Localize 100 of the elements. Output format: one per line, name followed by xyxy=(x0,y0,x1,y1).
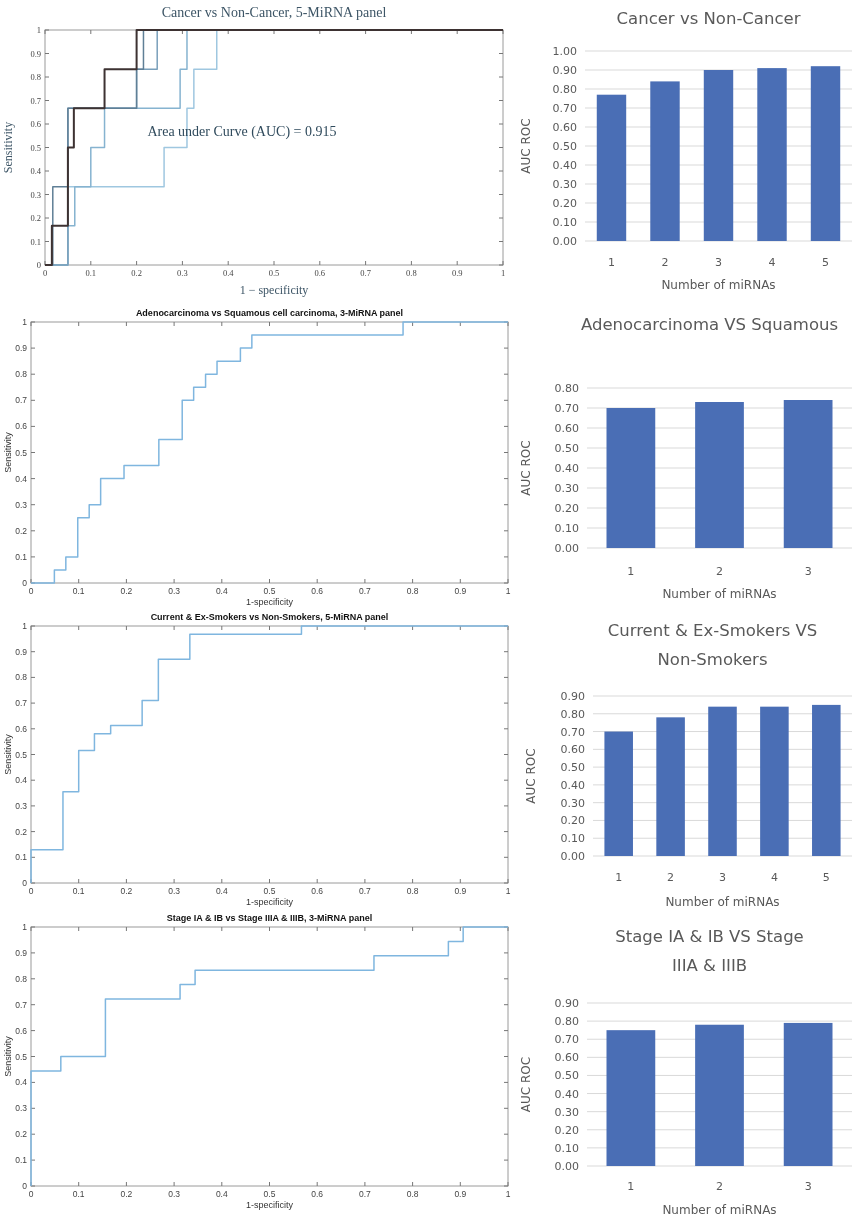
x-tick-label: 0.1 xyxy=(85,268,97,278)
x-tick-label: 0.1 xyxy=(72,1189,85,1199)
y-tick-label: 0.4 xyxy=(15,775,28,786)
chart-title: Adenocarcinoma VS Squamous xyxy=(580,315,839,334)
y-tick-label: 0.60 xyxy=(552,121,577,134)
y-tick-label: 1 xyxy=(22,317,28,327)
y-tick-label: 0.6 xyxy=(15,1025,28,1036)
x-tick-label: 2 xyxy=(661,256,669,269)
x-tick-label: 3 xyxy=(804,1180,812,1193)
y-tick-label: 0.80 xyxy=(554,1015,579,1029)
x-tick-label: 0.3 xyxy=(168,886,181,896)
x-tick-label: 0.1 xyxy=(72,886,85,896)
y-axis-title: Sensitivity xyxy=(3,431,13,473)
y-tick-label: 0.70 xyxy=(554,402,579,415)
x-tick-label: 0.5 xyxy=(263,886,276,896)
x-tick-label: 0.9 xyxy=(454,886,467,896)
y-tick-label: 0.9 xyxy=(15,343,28,354)
y-axis-title: Sensitivity xyxy=(3,733,13,775)
y-tick-label: 0.60 xyxy=(560,743,585,757)
y-tick-label: 0.3 xyxy=(15,800,28,811)
bar xyxy=(606,408,656,548)
x-tick-label: 0.4 xyxy=(222,268,235,278)
y-tick-label: 0.80 xyxy=(560,707,585,721)
y-tick-label: 0.10 xyxy=(554,522,579,535)
x-tick-label: 1 xyxy=(627,1180,635,1193)
x-tick-label: 0.9 xyxy=(451,268,463,278)
x-tick-label: 0.4 xyxy=(215,586,228,596)
x-tick-label: 0.7 xyxy=(358,886,372,896)
y-tick-label: 0.5 xyxy=(15,1051,28,1062)
x-tick-label: 0.4 xyxy=(215,1189,228,1199)
chart-title: Stage IA & IB vs Stage IIIA & IIIB, 3-MiRNA panel xyxy=(166,913,373,923)
bar xyxy=(783,400,833,548)
bar xyxy=(703,70,734,241)
y-tick-label: 1 xyxy=(36,25,41,35)
bar xyxy=(604,731,633,856)
y-tick-label: 0.4 xyxy=(30,166,42,176)
x-tick-label: 0.3 xyxy=(168,1189,181,1199)
x-tick-label: 0.9 xyxy=(454,1189,467,1199)
x-tick-label: 0.8 xyxy=(406,586,419,596)
x-axis-title: 1-specificity xyxy=(245,597,294,607)
y-tick-label: 0.10 xyxy=(560,832,585,846)
y-tick-label: 0.40 xyxy=(560,778,585,792)
x-tick-label: 1 xyxy=(505,886,511,896)
x-tick-label: 0.6 xyxy=(311,586,324,596)
y-tick-label: 0.9 xyxy=(15,947,28,958)
y-tick-label: 1 xyxy=(22,922,28,932)
chart-title: Adenocarcinoma vs Squamous cell carcinoma, 3-MiRNA panel xyxy=(135,308,404,318)
y-tick-label: 0.7 xyxy=(30,95,41,106)
x-tick-label: 3 xyxy=(719,871,726,884)
y-tick-label: 0.30 xyxy=(552,178,577,191)
x-tick-label: 0.3 xyxy=(168,586,181,596)
x-tick-label: 1 xyxy=(607,256,615,269)
x-axis-title: Number of miRNAs xyxy=(665,895,780,909)
x-tick-label: 0.8 xyxy=(406,268,417,278)
x-tick-label: 0.7 xyxy=(360,268,371,278)
y-tick-label: 0.8 xyxy=(15,369,28,380)
y-tick-label: 0.1 xyxy=(30,236,41,247)
x-tick-label: 4 xyxy=(768,256,776,269)
x-tick-label: 1 xyxy=(500,268,506,278)
x-axis-title: 1-specificity xyxy=(245,1200,294,1210)
y-tick-label: 0.6 xyxy=(30,119,41,129)
y-tick-label: 0.7 xyxy=(15,698,28,709)
y-tick-label: 0.5 xyxy=(15,447,28,458)
x-axis-title: Number of miRNAs xyxy=(661,278,776,292)
y-axis-title: Sensitivity xyxy=(3,1035,13,1077)
y-tick-label: 0.70 xyxy=(560,725,585,739)
y-tick-label: 0.40 xyxy=(554,462,579,475)
x-tick-label: 4 xyxy=(770,871,778,884)
x-tick-label: 0.3 xyxy=(177,268,188,278)
bar xyxy=(708,706,737,856)
y-tick-label: 0.5 xyxy=(15,749,28,760)
x-tick-label: 5 xyxy=(822,871,830,884)
y-tick-label: 0.90 xyxy=(554,997,579,1010)
y-tick-label: 0.2 xyxy=(15,826,28,837)
x-tick-label: 0.2 xyxy=(120,1189,133,1199)
x-tick-label: 3 xyxy=(804,565,812,578)
y-tick-label: 0.20 xyxy=(554,1123,579,1137)
y-tick-label: 0.4 xyxy=(15,1077,28,1088)
x-tick-label: 2 xyxy=(716,565,723,578)
x-axis-title: Number of miRNAs xyxy=(662,1203,777,1217)
x-tick-label: 3 xyxy=(715,256,722,269)
y-axis-title: AUC ROC xyxy=(524,748,538,804)
x-tick-label: 2 xyxy=(716,1180,723,1193)
y-tick-label: 0.3 xyxy=(30,189,41,200)
x-tick-label: 0.6 xyxy=(311,886,324,896)
y-tick-label: 0.50 xyxy=(552,140,577,153)
x-axis-title: 1 − specificity xyxy=(239,283,309,297)
y-tick-label: 0.1 xyxy=(15,852,28,863)
y-tick-label: 0.30 xyxy=(554,1105,579,1119)
y-tick-label: 0.50 xyxy=(560,761,585,775)
y-tick-label: 0.00 xyxy=(554,542,579,555)
chart-title: Cancer vs Non-Cancer, 5-MiRNA panel xyxy=(161,5,387,20)
y-tick-label: 0.40 xyxy=(554,1087,579,1101)
bar xyxy=(812,704,841,856)
y-axis-title: AUC ROC xyxy=(519,440,533,496)
bar xyxy=(757,68,787,241)
bar xyxy=(650,81,680,241)
y-tick-label: 0.2 xyxy=(30,213,41,223)
chart-title: Stage IA & IB VS Stage IIIA & IIIB xyxy=(615,927,804,975)
x-tick-label: 1 xyxy=(627,565,635,578)
